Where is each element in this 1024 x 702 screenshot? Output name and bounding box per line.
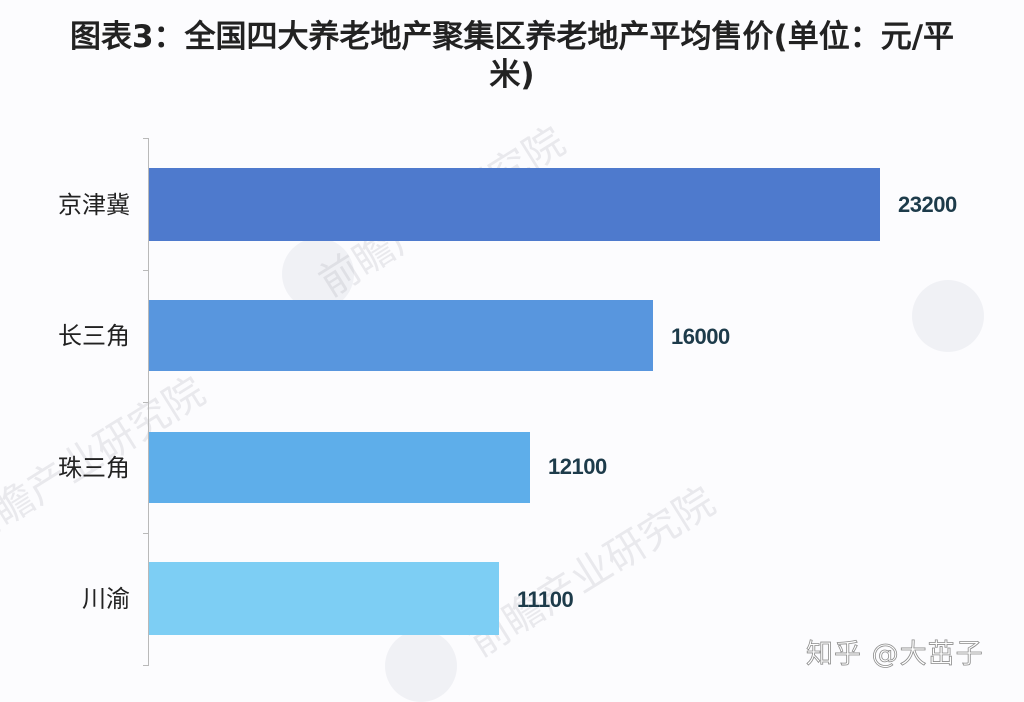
axis-tick	[143, 270, 149, 271]
axis-tick	[143, 138, 149, 139]
category-label: 长三角	[58, 322, 130, 350]
watermark-logo-icon	[912, 280, 984, 352]
category-label: 珠三角	[58, 454, 130, 482]
chart-title: 图表3：全国四大养老地产聚集区养老地产平均售价(单位：元/平 米)	[0, 18, 1024, 94]
value-label: 23200	[898, 192, 957, 217]
bar-changsanjiao	[149, 300, 653, 371]
axis-tick	[143, 665, 149, 666]
value-label: 12100	[548, 454, 607, 479]
watermark-logo-icon	[385, 630, 457, 702]
axis-tick	[143, 533, 149, 534]
category-axis	[148, 138, 149, 665]
bar-zhusanjiao	[149, 432, 530, 503]
bar-jingjinji	[149, 168, 880, 241]
axis-tick	[143, 402, 149, 403]
category-label: 京津冀	[58, 191, 130, 219]
chart-title-line-1: 图表3：全国四大养老地产聚集区养老地产平均售价(单位：元/平	[69, 19, 955, 55]
value-label: 16000	[671, 324, 730, 349]
category-label: 川渝	[82, 585, 130, 613]
bar-chuanyu	[149, 562, 499, 635]
zhihu-credit-watermark: 知乎 @大茁子	[806, 639, 984, 671]
value-label: 11100	[517, 587, 574, 612]
chart-title-line-2: 米)	[489, 57, 535, 93]
